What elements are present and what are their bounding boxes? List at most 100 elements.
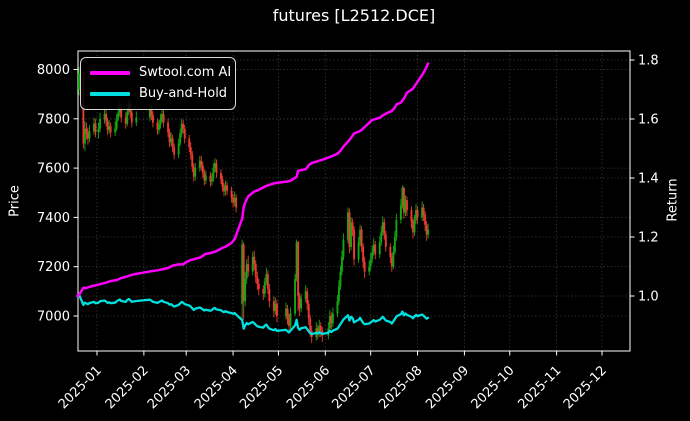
- x-tick-label: 2025-06: [284, 363, 333, 412]
- candlestick-layer: [78, 67, 430, 344]
- candlestick-up: [295, 242, 298, 280]
- candlestick-up: [263, 281, 266, 294]
- candlestick-up: [159, 118, 162, 125]
- candlestick-down: [348, 212, 351, 247]
- candlestick-up: [103, 113, 106, 119]
- candlestick-up: [413, 219, 416, 233]
- candlestick-up: [427, 229, 430, 235]
- candlestick-up: [212, 168, 215, 178]
- candlestick-down: [167, 122, 170, 133]
- candlestick-up: [378, 242, 381, 255]
- candlestick-up: [213, 163, 216, 169]
- candlestick-up: [148, 108, 151, 118]
- x-tick-label: 2025-09: [423, 363, 472, 412]
- price-tick-label: 7800: [37, 112, 70, 127]
- candlestick-up: [114, 128, 117, 133]
- candlestick-down: [254, 264, 257, 277]
- legend: Swtool.com AI Buy-and-Hold: [80, 57, 236, 110]
- candlestick-down: [272, 301, 275, 312]
- candlestick-down: [200, 160, 203, 166]
- candlestick-up: [380, 232, 383, 243]
- candlestick-down: [156, 122, 159, 130]
- candlestick-up: [204, 175, 207, 181]
- candlestick-up: [372, 244, 375, 252]
- candlestick-down: [383, 222, 386, 235]
- candlestick-down: [330, 316, 333, 324]
- candlestick-down: [173, 147, 176, 155]
- candlestick-up: [78, 73, 80, 85]
- candlestick-up: [421, 207, 424, 218]
- chart-title: futures [L2512.DCE]: [272, 6, 436, 25]
- return-axis-label: Return: [665, 178, 681, 222]
- candlestick-up: [369, 259, 372, 267]
- candlestick-down: [307, 303, 310, 319]
- candlestick-down: [389, 246, 392, 257]
- candlestick-up: [88, 131, 91, 139]
- candlestick-up: [241, 244, 244, 304]
- candlestick-up: [179, 133, 182, 144]
- candlestick-down: [162, 113, 165, 123]
- x-tick-label: 2025-08: [376, 363, 425, 412]
- price-tick-label: 7600: [37, 162, 70, 177]
- candlestick-up: [368, 266, 371, 272]
- return-tick-label: 1.8: [638, 54, 659, 69]
- ai-return-line: [76, 62, 430, 298]
- ai-return-series: [76, 62, 430, 298]
- candlestick-up: [401, 187, 404, 206]
- candlestick-up: [289, 313, 292, 326]
- legend-label-ai: Swtool.com AI: [139, 65, 232, 80]
- candlestick-down: [201, 165, 204, 174]
- candlestick-up: [233, 197, 236, 203]
- candlestick-down: [412, 222, 414, 233]
- candlestick-up: [170, 138, 173, 143]
- price-tick-label: 8000: [37, 63, 70, 78]
- return-tick-label: 1.4: [638, 172, 659, 187]
- candlestick-down: [422, 207, 425, 215]
- x-tick-label: 2025-07: [329, 363, 378, 412]
- candlestick-down: [223, 186, 225, 192]
- candlestick-down: [105, 113, 108, 122]
- candlestick-up: [350, 222, 352, 247]
- candlestick-down: [275, 303, 278, 316]
- candlestick-up: [339, 271, 342, 287]
- candlestick-down: [168, 132, 171, 143]
- candlestick-up: [393, 237, 396, 252]
- candlestick-down: [288, 318, 290, 326]
- candlestick-down: [203, 173, 206, 181]
- axes-frame-layer: [77, 50, 631, 352]
- candlestick-down: [306, 291, 309, 304]
- candlestick-up: [331, 313, 334, 324]
- candlestick-down: [247, 264, 250, 272]
- candlestick-up: [108, 126, 111, 130]
- candlestick-up: [177, 143, 180, 155]
- candlestick-up: [318, 325, 321, 334]
- candlestick-down: [268, 288, 271, 302]
- candlestick-down: [262, 288, 265, 294]
- candlestick-down: [363, 261, 366, 272]
- candlestick-up: [336, 301, 339, 314]
- candlestick-down: [150, 108, 153, 116]
- buy-hold-series: [76, 293, 430, 336]
- axes-frame: [77, 50, 631, 352]
- candlestick-down: [374, 244, 377, 255]
- candlestick-down: [183, 128, 186, 139]
- candlestick-down: [424, 214, 427, 225]
- candlestick-down: [215, 163, 218, 174]
- candlestick-up: [251, 256, 254, 272]
- candlestick-up: [210, 177, 213, 182]
- return-tick-label: 1.2: [638, 231, 659, 246]
- candlestick-up: [274, 303, 277, 312]
- candlestick-up: [115, 118, 118, 129]
- candlestick-down: [151, 115, 154, 123]
- candlestick-up: [415, 210, 417, 220]
- x-tick-label: 2025-05: [237, 363, 286, 412]
- candlestick-down: [188, 138, 191, 148]
- candlestick-down: [192, 166, 195, 177]
- candlestick-down: [189, 147, 192, 155]
- x-tick-label: 2025-10: [469, 363, 518, 412]
- candlestick-up: [93, 123, 95, 132]
- candlestick-down: [257, 283, 260, 289]
- ai-line-swatch: [90, 71, 130, 75]
- candlestick-up: [180, 123, 183, 134]
